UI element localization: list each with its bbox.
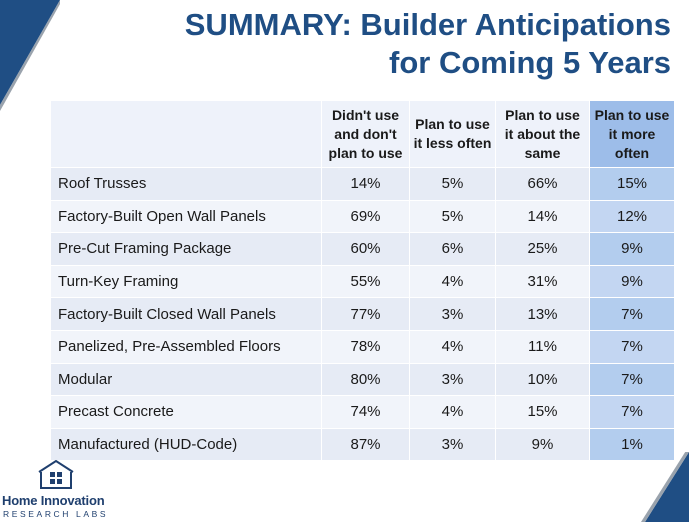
cell: 6%: [410, 233, 496, 266]
table-header-row: Didn't use and don't plan to use Plan to…: [51, 101, 675, 168]
cell: 7%: [590, 298, 675, 331]
row-label: Modular: [51, 363, 322, 397]
cell: 12%: [590, 200, 675, 234]
title-line-1: SUMMARY: Builder Anticipations: [184, 7, 671, 42]
cell: 15%: [590, 168, 675, 201]
header-blank: [51, 101, 322, 168]
cell: 77%: [322, 298, 410, 331]
table-row: Modular 80% 3% 10% 7%: [51, 363, 675, 397]
cell: 1%: [590, 428, 675, 462]
corner-decoration-bottom: [641, 452, 689, 522]
cell: 11%: [496, 330, 590, 364]
table-row: Pre-Cut Framing Package 60% 6% 25% 9%: [51, 233, 675, 266]
cell: 3%: [410, 363, 496, 397]
row-label: Pre-Cut Framing Package: [51, 233, 322, 266]
cell: 4%: [410, 396, 496, 429]
row-label: Precast Concrete: [51, 396, 322, 429]
cell: 69%: [322, 200, 410, 234]
cell: 87%: [322, 428, 410, 462]
cell: 25%: [496, 233, 590, 266]
cell: 3%: [410, 428, 496, 462]
cell: 7%: [590, 363, 675, 397]
cell: 15%: [496, 396, 590, 429]
cell: 80%: [322, 363, 410, 397]
home-innovation-logo: Home Innovation RESEARCH LABS: [0, 460, 130, 522]
cell: 3%: [410, 298, 496, 331]
cell: 78%: [322, 330, 410, 364]
cell: 31%: [496, 265, 590, 299]
column-header: Plan to use it more often: [590, 101, 675, 168]
row-label: Manufactured (HUD-Code): [51, 428, 322, 462]
page-title: SUMMARY: Builder Anticipations for Comin…: [111, 6, 671, 82]
cell: 13%: [496, 298, 590, 331]
cell: 7%: [590, 330, 675, 364]
logo-subtitle: RESEARCH LABS: [3, 509, 109, 519]
cell: 7%: [590, 396, 675, 429]
cell: 74%: [322, 396, 410, 429]
table-row: Precast Concrete 74% 4% 15% 7%: [51, 396, 675, 429]
corner-decoration: [0, 0, 60, 111]
table-row: Panelized, Pre-Assembled Floors 78% 4% 1…: [51, 330, 675, 364]
cell: 4%: [410, 265, 496, 299]
summary-table: Didn't use and don't plan to use Plan to…: [51, 101, 675, 462]
row-label: Factory-Built Open Wall Panels: [51, 200, 322, 234]
cell: 5%: [410, 168, 496, 201]
row-label: Factory-Built Closed Wall Panels: [51, 298, 322, 331]
cell: 9%: [590, 265, 675, 299]
cell: 9%: [590, 233, 675, 266]
table-row: Turn-Key Framing 55% 4% 31% 9%: [51, 265, 675, 299]
cell: 5%: [410, 200, 496, 234]
table-row: Roof Trusses 14% 5% 66% 15%: [51, 168, 675, 201]
row-label: Panelized, Pre-Assembled Floors: [51, 330, 322, 364]
column-header: Didn't use and don't plan to use: [322, 101, 410, 168]
row-label: Roof Trusses: [51, 168, 322, 201]
row-label: Turn-Key Framing: [51, 265, 322, 299]
cell: 4%: [410, 330, 496, 364]
cell: 55%: [322, 265, 410, 299]
column-header: Plan to use it less often: [410, 101, 496, 168]
cell: 9%: [496, 428, 590, 462]
table-row: Manufactured (HUD-Code) 87% 3% 9% 1%: [51, 428, 675, 462]
cell: 60%: [322, 233, 410, 266]
cell: 10%: [496, 363, 590, 397]
title-line-2: for Coming 5 Years: [389, 45, 671, 80]
cell: 14%: [496, 200, 590, 234]
cell: 66%: [496, 168, 590, 201]
logo-name: Home Innovation: [2, 493, 105, 508]
cell: 14%: [322, 168, 410, 201]
column-header: Plan to use it about the same: [496, 101, 590, 168]
house-icon: [38, 460, 74, 489]
table-row: Factory-Built Closed Wall Panels 77% 3% …: [51, 298, 675, 331]
table-row: Factory-Built Open Wall Panels 69% 5% 14…: [51, 200, 675, 234]
